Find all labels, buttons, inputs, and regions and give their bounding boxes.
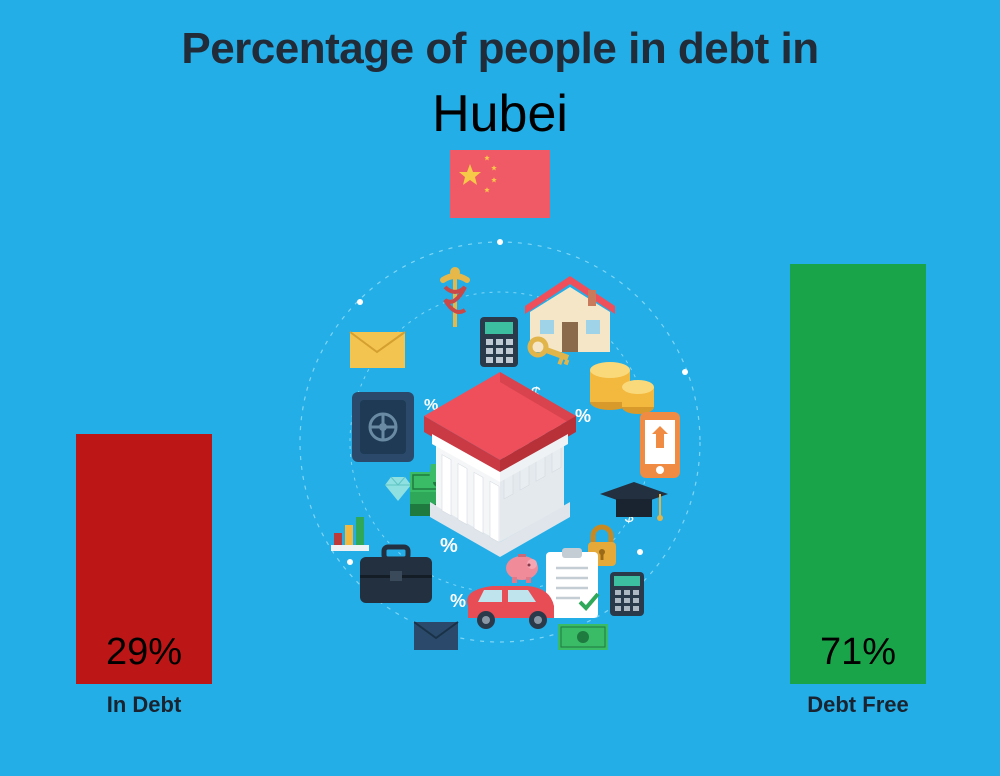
- coins-icon: [590, 362, 654, 414]
- bar-debt-free-label: Debt Free: [758, 692, 958, 718]
- piggy-bank-icon: [506, 554, 538, 583]
- bar-debt-free: 71%: [790, 264, 926, 684]
- gradcap-icon: [600, 482, 668, 521]
- svg-text:%: %: [575, 406, 591, 426]
- finance-illustration: % % % % $ $ $: [290, 232, 710, 652]
- safe-icon: [352, 392, 414, 462]
- diamond-icon: [385, 477, 411, 501]
- bar-debt-free-value: 71%: [790, 631, 926, 674]
- bar-in-debt: 29%: [76, 434, 212, 684]
- page-subtitle: Hubei: [0, 84, 1000, 144]
- page-title: Percentage of people in debt in: [0, 24, 1000, 74]
- china-flag-icon: [450, 150, 550, 218]
- svg-text:%: %: [440, 535, 458, 557]
- bank-building-icon: [424, 372, 576, 557]
- envelope-small-icon: [414, 622, 458, 650]
- bar-in-debt-label: In Debt: [44, 692, 244, 718]
- cash-bill-icon: [558, 624, 608, 650]
- envelope-icon: [350, 332, 405, 368]
- car-icon: [467, 586, 554, 629]
- phone-icon: [640, 412, 680, 478]
- bar-in-debt-value: 29%: [76, 631, 212, 674]
- calculator-small-icon: [610, 572, 644, 616]
- mini-bar-chart-icon: [331, 517, 369, 551]
- briefcase-icon: [360, 547, 432, 603]
- calculator-icon: [480, 317, 518, 367]
- caduceus-icon: [443, 267, 467, 327]
- svg-text:%: %: [450, 591, 466, 611]
